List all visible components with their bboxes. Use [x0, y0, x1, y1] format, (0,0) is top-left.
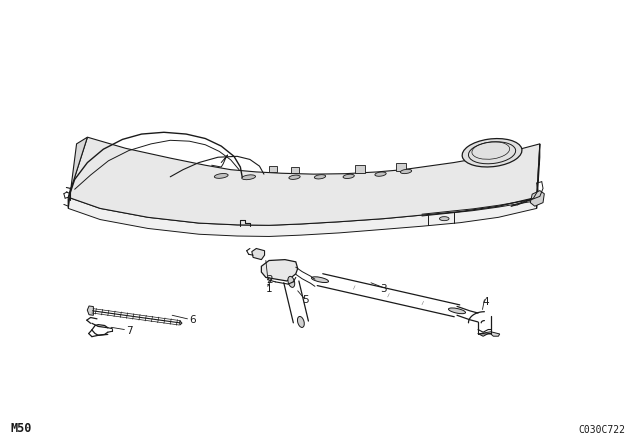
Text: C030C722: C030C722	[579, 426, 626, 435]
Text: 5: 5	[302, 295, 308, 305]
Polygon shape	[180, 321, 182, 325]
Text: 1: 1	[266, 284, 273, 293]
Ellipse shape	[462, 138, 522, 167]
Polygon shape	[531, 190, 544, 206]
Ellipse shape	[288, 276, 295, 287]
Text: 6: 6	[189, 315, 196, 325]
Polygon shape	[537, 144, 540, 208]
Polygon shape	[291, 167, 299, 173]
Ellipse shape	[298, 316, 304, 327]
Ellipse shape	[214, 173, 228, 178]
Polygon shape	[261, 260, 298, 281]
Text: 3: 3	[381, 284, 387, 293]
Polygon shape	[252, 249, 264, 260]
Text: M50: M50	[11, 422, 33, 435]
Polygon shape	[68, 137, 88, 208]
Polygon shape	[396, 163, 406, 171]
Ellipse shape	[401, 169, 412, 173]
Ellipse shape	[440, 217, 449, 221]
Polygon shape	[478, 332, 500, 336]
Polygon shape	[87, 306, 93, 315]
Ellipse shape	[242, 175, 255, 180]
Ellipse shape	[375, 172, 386, 176]
Ellipse shape	[314, 175, 326, 179]
Polygon shape	[68, 137, 540, 225]
Text: 2: 2	[266, 275, 273, 284]
Text: 7: 7	[125, 326, 132, 336]
Text: 4: 4	[483, 297, 489, 307]
Polygon shape	[68, 197, 537, 237]
Polygon shape	[269, 166, 276, 172]
Ellipse shape	[449, 308, 465, 314]
Ellipse shape	[343, 174, 355, 178]
Ellipse shape	[312, 277, 328, 283]
Polygon shape	[355, 165, 365, 173]
Ellipse shape	[289, 175, 300, 179]
